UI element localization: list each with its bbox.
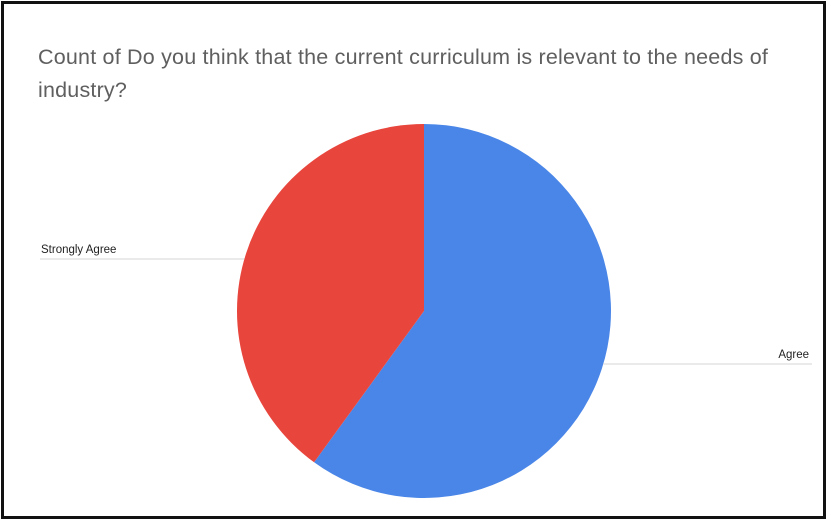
pie-slices: [236, 124, 611, 499]
slice-label: Strongly Agree: [41, 244, 116, 256]
slice-label: Agree: [778, 349, 809, 361]
pie-chart: Agree Strongly Agree: [40, 124, 812, 499]
pie-slice-strongly-agree[interactable]: [236, 124, 424, 463]
pie-labels: Agree Strongly Agree: [40, 244, 812, 365]
chart-title: Count of Do you think that the current c…: [38, 45, 769, 102]
pie-slice-agree[interactable]: [314, 124, 611, 499]
